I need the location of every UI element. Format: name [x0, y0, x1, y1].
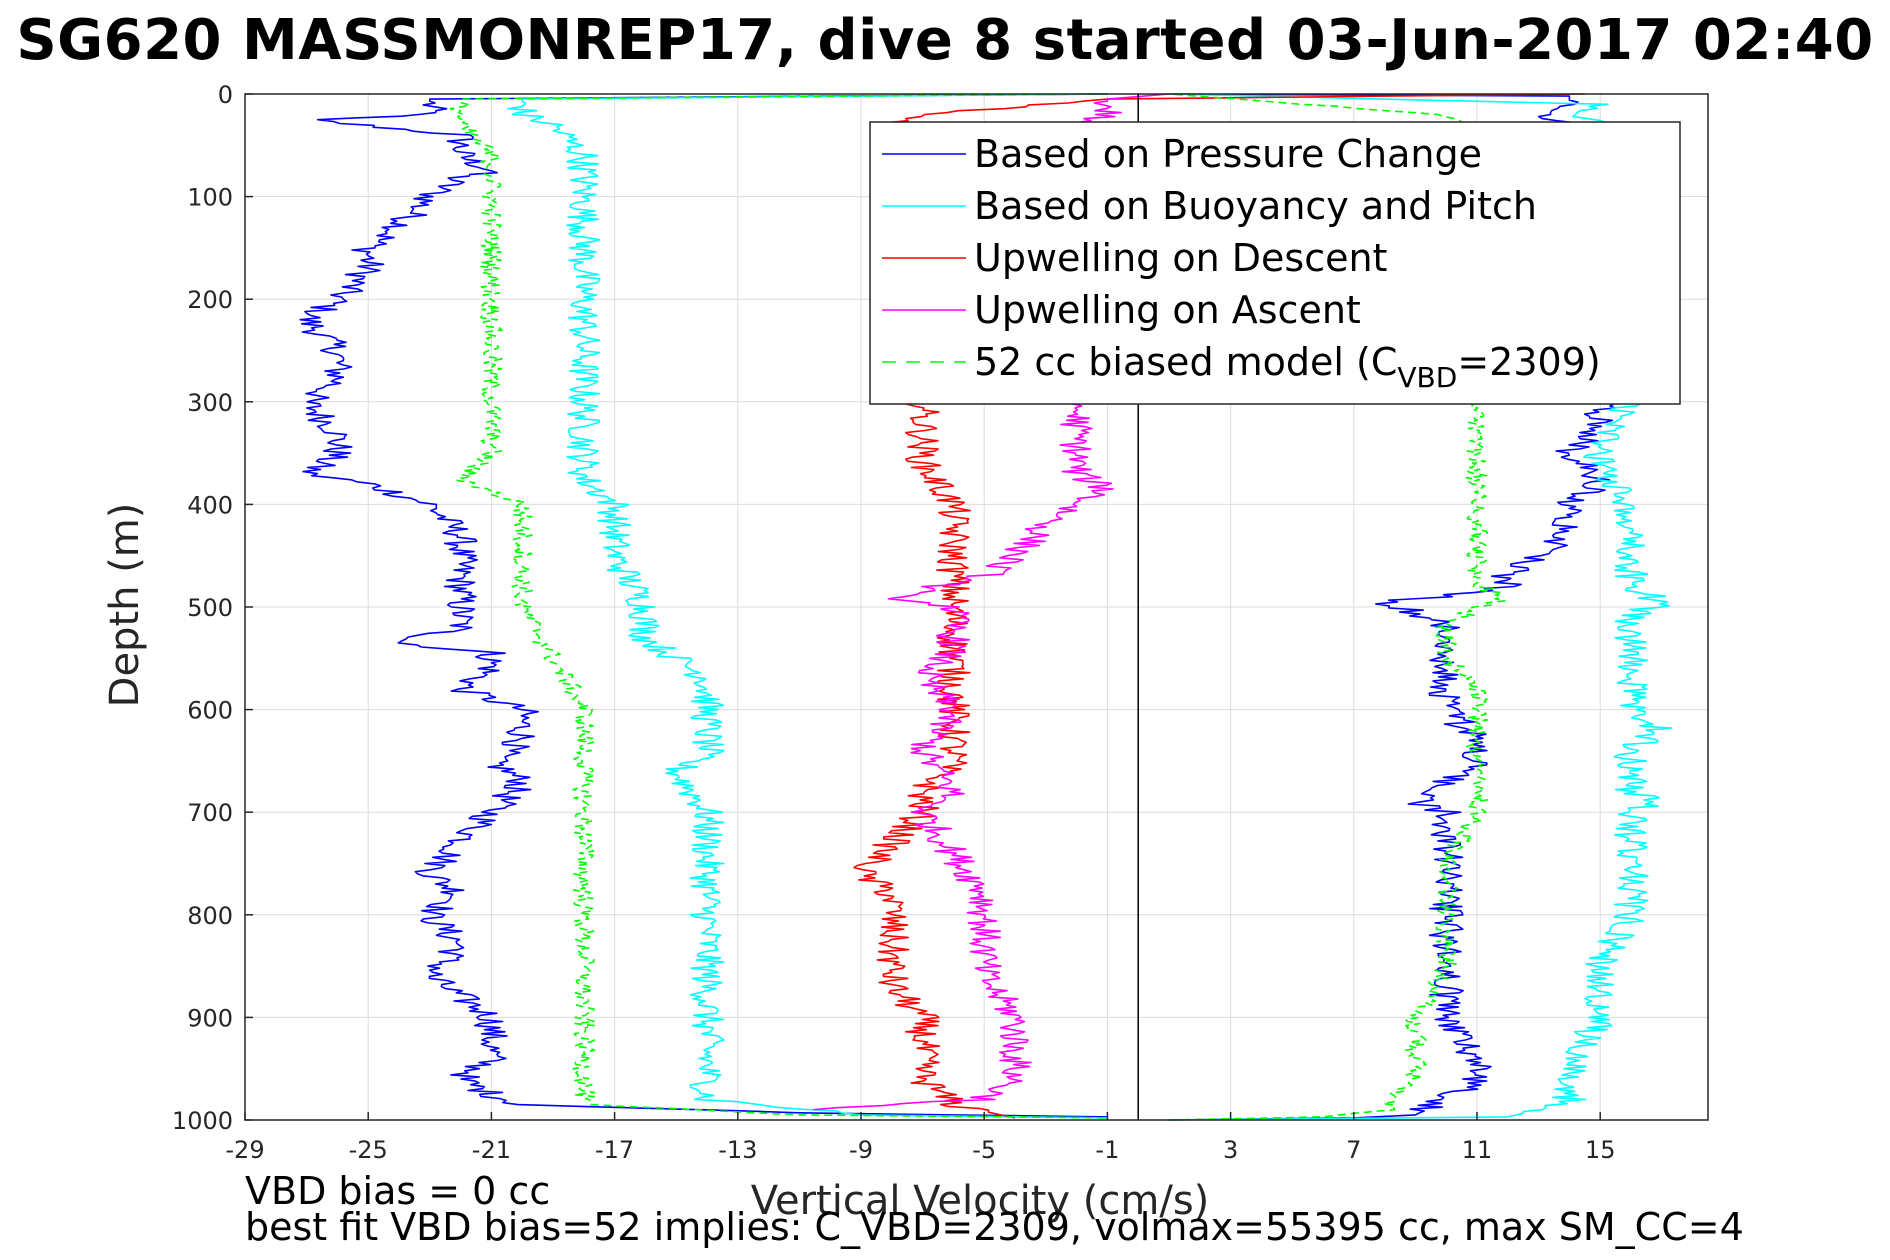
x-tick-label: 3 — [1223, 1136, 1238, 1164]
y-tick-label: 1000 — [172, 1107, 233, 1135]
x-tick-label: -17 — [595, 1136, 634, 1164]
y-tick-label: 700 — [187, 799, 233, 827]
best-fit-note: best fit VBD bias=52 implies: C_VBD=2309… — [245, 1205, 1744, 1249]
x-tick-label: -13 — [718, 1136, 757, 1164]
legend-entry: Upwelling on Descent — [974, 236, 1387, 280]
x-tick-label: 11 — [1462, 1136, 1493, 1164]
y-tick-label: 400 — [187, 491, 233, 519]
x-tick-label: 7 — [1346, 1136, 1361, 1164]
x-axis-label: Vertical Velocity (cm/s) — [751, 1178, 1210, 1224]
legend-entry: Based on Buoyancy and Pitch — [974, 184, 1537, 228]
chart-title: SG620 MASSMONREP17, dive 8 started 03-Ju… — [16, 8, 1874, 73]
series-line-2-descent — [507, 93, 1108, 1119]
x-axis-ticks: -29 -25 -21 -17 -13 -9 -5 -1 3 7 11 15 — [225, 1112, 1615, 1164]
series-line-5-descent — [449, 93, 1108, 1119]
vbd-bias-note: VBD bias = 0 cc — [245, 1169, 551, 1213]
legend-entry: Based on Pressure Change — [974, 132, 1482, 176]
y-axis-ticks: 0 100 200 300 400 500 600 700 800 900 1000 — [172, 81, 253, 1135]
legend-entry: 52 cc biased model (CVBD=2309) — [974, 340, 1601, 394]
x-tick-label: 15 — [1585, 1136, 1616, 1164]
y-tick-label: 900 — [187, 1004, 233, 1032]
x-tick-label: -21 — [472, 1136, 511, 1164]
x-tick-label: -9 — [849, 1136, 873, 1164]
legend-box — [869, 121, 1681, 405]
legend-entry: Upwelling on Ascent — [974, 288, 1361, 332]
x-tick-label: -25 — [349, 1136, 388, 1164]
y-tick-label: 300 — [187, 389, 233, 417]
y-tick-label: 100 — [187, 184, 233, 212]
series-line-1-descent — [299, 93, 1108, 1118]
y-tick-label: 600 — [187, 697, 233, 725]
y-tick-label: 500 — [187, 594, 233, 622]
x-tick-label: -5 — [972, 1136, 996, 1164]
y-tick-label: 0 — [218, 81, 233, 109]
y-axis-label: Depth (m) — [102, 503, 148, 708]
legend: Based on Pressure Change Based on Buoyanc… — [869, 121, 1681, 405]
x-tick-label: -1 — [1095, 1136, 1119, 1164]
x-tick-label: -29 — [225, 1136, 264, 1164]
y-tick-label: 200 — [187, 286, 233, 314]
y-tick-label: 800 — [187, 902, 233, 930]
